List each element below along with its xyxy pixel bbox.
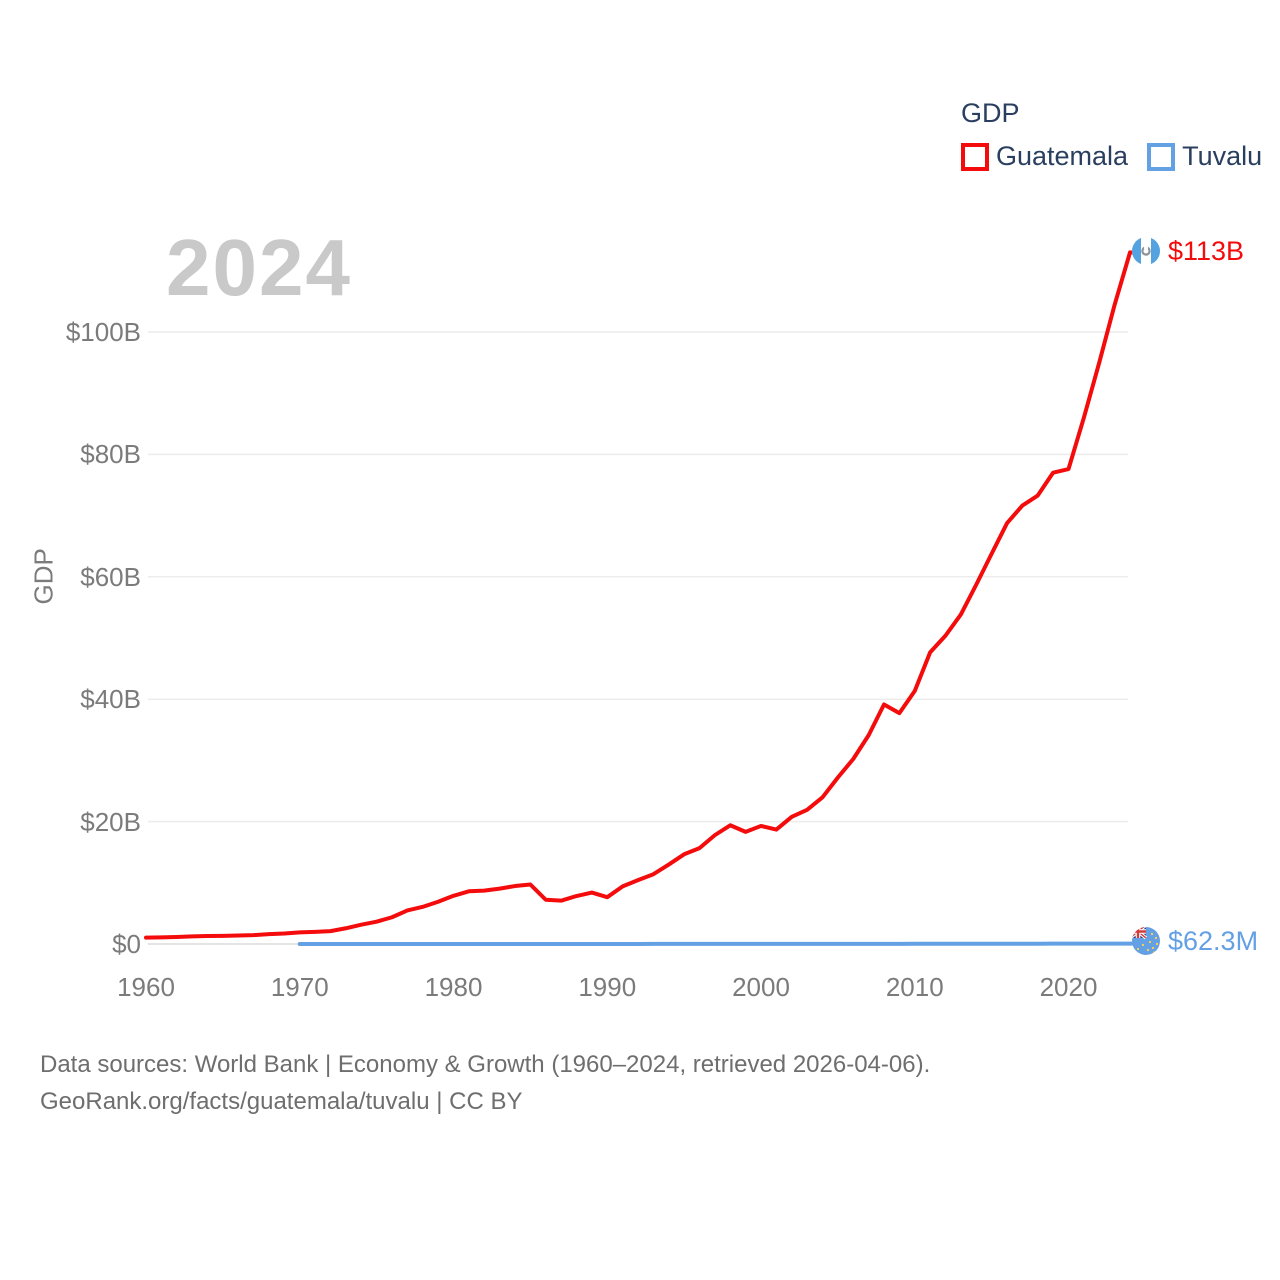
legend-item-tuvalu[interactable]: Tuvalu: [1147, 141, 1262, 172]
x-tick-label: 1990: [578, 972, 637, 1002]
guatemala-end-value-label: $113B: [1168, 236, 1245, 266]
x-tick-label: 1970: [270, 972, 329, 1002]
footer-credit-line: GeoRank.org/facts/guatemala/tuvalu | CC …: [40, 1088, 523, 1115]
y-tick-label: $60B: [80, 561, 141, 592]
x-tick-label: 1960: [117, 972, 175, 1002]
y-tick-label: $0: [112, 929, 141, 959]
legend: GDP Guatemala Tuvalu: [961, 98, 1262, 172]
tuvalu-flag-icon: [1132, 927, 1160, 955]
legend-label: Guatemala: [996, 141, 1129, 171]
y-tick-label: $100B: [65, 317, 141, 347]
legend-item-guatemala[interactable]: Guatemala: [961, 141, 1128, 172]
y-tick-label: $80B: [80, 439, 141, 470]
year-watermark: 2024: [166, 223, 352, 312]
legend-label: Tuvalu: [1182, 141, 1263, 171]
y-tick-label: $40B: [80, 684, 141, 715]
footer-sources-line: Data sources: World Bank | Economy & Gro…: [40, 1051, 931, 1078]
x-tick-label: 1980: [424, 972, 483, 1002]
guatemala-flag-icon: [1132, 237, 1160, 265]
tuvalu-end-value-label: $62.3M: [1168, 926, 1259, 956]
legend-swatch: [961, 142, 989, 171]
x-tick-label: 2020: [1039, 972, 1098, 1002]
attribution-footer: Data sources: World Bank | Economy & Gro…: [40, 1046, 930, 1120]
y-tick-label: $20B: [80, 806, 141, 837]
x-tick-label: 2010: [885, 972, 944, 1002]
legend-swatch: [1147, 142, 1176, 171]
series-line-guatemala: [144, 250, 1132, 940]
legend-title: GDP: [961, 98, 1020, 128]
legend-items: Guatemala Tuvalu: [961, 141, 1262, 172]
x-tick-label: 2000: [732, 972, 790, 1002]
